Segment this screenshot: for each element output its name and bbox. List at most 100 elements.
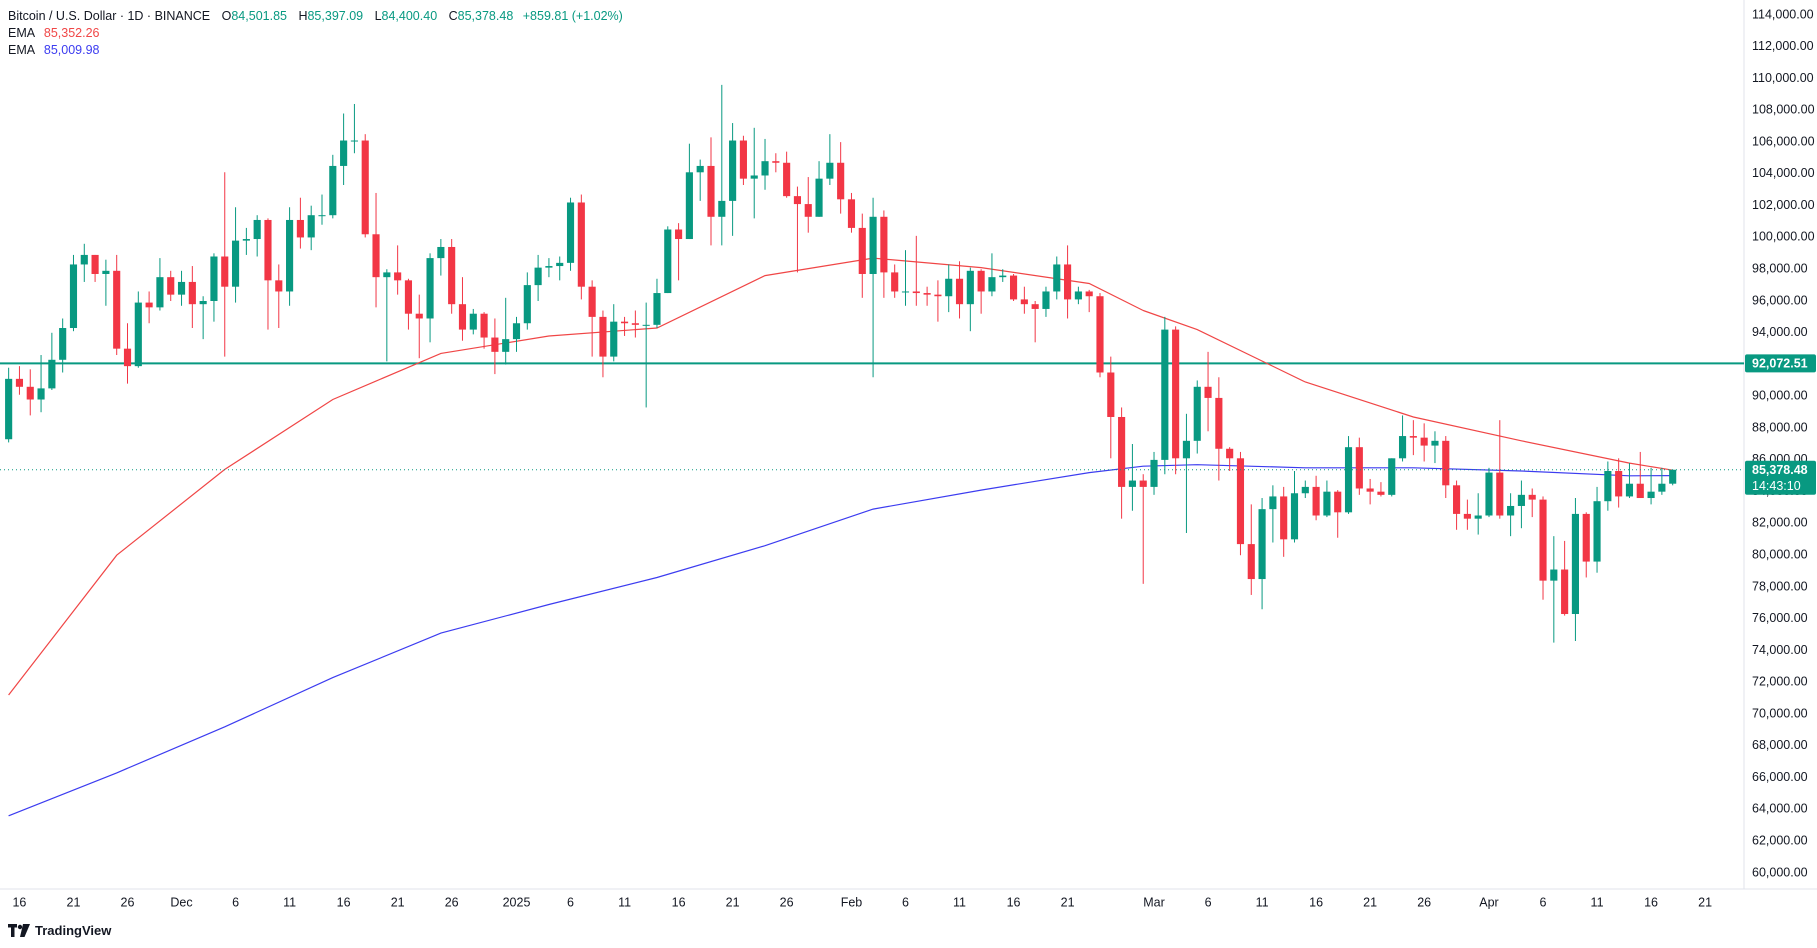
candle-body: [837, 162, 845, 200]
y-tick-label: 68,000.00: [1752, 738, 1808, 752]
candle-body: [685, 172, 693, 240]
ohlc-value: 85,378.48: [457, 9, 514, 23]
candle-body: [156, 277, 164, 308]
y-tick-label: 90,000.00: [1752, 389, 1808, 403]
candle-body: [534, 267, 542, 286]
candle-body: [772, 161, 780, 163]
candle-body: [1215, 397, 1223, 449]
x-tick-label: 21: [1363, 895, 1377, 909]
candle-body: [1496, 472, 1504, 516]
candle-body: [307, 215, 315, 238]
candle-body: [1139, 480, 1147, 487]
candle-body: [1463, 513, 1471, 519]
x-tick-label: 11: [1591, 895, 1604, 909]
candle-body: [1064, 264, 1072, 300]
candle-body: [177, 281, 186, 295]
candle-body: [804, 204, 812, 217]
candle-body: [1301, 486, 1309, 494]
x-tick-label: 16: [1309, 895, 1323, 909]
candle-body: [1226, 448, 1234, 459]
candle-body: [793, 196, 802, 205]
y-tick-label: 106,000.00: [1752, 134, 1815, 148]
candle-body: [653, 293, 661, 325]
x-tick-label: 11: [953, 895, 966, 909]
y-tick-label: 114,000.00: [1752, 7, 1814, 21]
x-tick-label: 16: [672, 895, 686, 909]
candle-body: [869, 216, 877, 274]
candle-body: [1571, 513, 1580, 615]
candle-body: [664, 229, 672, 294]
candle-body: [988, 277, 996, 292]
candle-body: [1258, 509, 1266, 580]
candle-body: [1658, 483, 1666, 492]
candle-body: [394, 272, 402, 281]
candle-body: [1550, 569, 1558, 581]
candle-body: [675, 229, 683, 240]
candle-body: [847, 199, 856, 228]
y-tick-label: 100,000.00: [1752, 230, 1815, 244]
y-tick-label: 82,000.00: [1752, 516, 1808, 530]
candle-body: [588, 286, 596, 317]
y-tick-label: 108,000.00: [1752, 103, 1815, 117]
candle-body: [318, 215, 326, 217]
candle-body: [275, 280, 283, 292]
candle-body: [1118, 416, 1126, 487]
legend-value: 85,352.26: [43, 26, 100, 40]
candle-body: [1074, 291, 1082, 300]
candle-body: [1280, 496, 1288, 540]
x-tick-label: 6: [902, 895, 909, 909]
y-tick-label: 112,000.00: [1752, 39, 1814, 53]
candle-body: [167, 277, 175, 295]
y-tick-label: 110,000.00: [1752, 71, 1814, 85]
candle-body: [221, 256, 229, 287]
candle-body: [577, 202, 585, 287]
x-tick-label: 21: [391, 895, 405, 909]
x-tick-label: 21: [67, 895, 81, 909]
candle-body: [1031, 304, 1039, 309]
candle-body: [145, 302, 153, 308]
candle-body: [350, 140, 358, 142]
candle-body: [448, 246, 456, 305]
price-label-box: [1745, 354, 1816, 373]
candle-body: [188, 281, 196, 305]
ema-line: [8, 464, 1673, 817]
candle-body: [1053, 264, 1061, 292]
y-tick-label: 60,000.00: [1752, 865, 1808, 879]
candle-body: [69, 264, 78, 329]
candle-body: [1366, 488, 1374, 492]
candle-body: [1442, 440, 1450, 486]
candle-body: [1009, 275, 1018, 300]
candle-body: [1625, 483, 1634, 497]
candle-body: [696, 165, 704, 173]
candle-body: [458, 304, 467, 330]
candle-body: [739, 140, 747, 179]
y-tick-label: 102,000.00: [1752, 198, 1815, 212]
candle-body: [1344, 447, 1353, 513]
candle-body: [1128, 480, 1136, 487]
candle-body: [242, 239, 250, 241]
candle-body: [80, 254, 88, 265]
ohlc-value: 85,397.09: [307, 9, 364, 23]
candle-body: [264, 219, 272, 281]
x-tick-label: 6: [1540, 895, 1547, 909]
candle-body: [134, 302, 142, 367]
candle-body: [383, 272, 391, 278]
candle-body: [880, 216, 888, 273]
candle-body: [469, 313, 477, 330]
candle-body: [512, 323, 521, 340]
candle-body: [1355, 447, 1363, 489]
candle-body: [199, 300, 207, 305]
x-tick-label: 26: [445, 895, 459, 909]
candle-body: [340, 140, 348, 166]
candle-body: [966, 270, 974, 305]
candle-body: [415, 313, 423, 319]
candle-body: [1593, 501, 1601, 562]
candle-body: [1096, 296, 1104, 373]
candle-body: [826, 162, 834, 179]
candle-body: [1269, 496, 1277, 510]
candle-body: [123, 348, 132, 367]
candle-body: [631, 323, 639, 325]
legend-name: EMA: [8, 43, 35, 57]
logo: [8, 924, 30, 937]
plot: [0, 84, 1744, 817]
